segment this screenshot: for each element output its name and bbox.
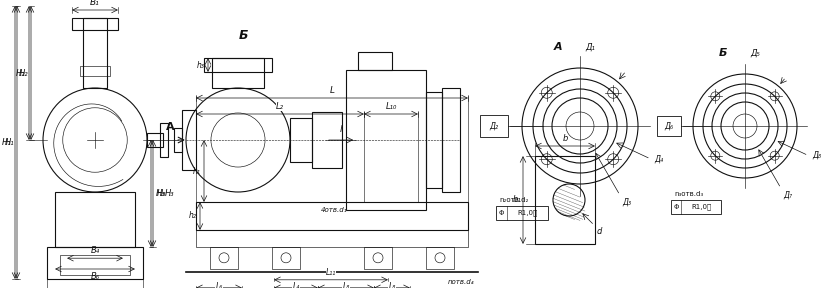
Bar (496, 206, 548, 220)
Bar (290, 118, 312, 162)
Bar (72, 18, 118, 30)
Text: n₂отв.d₂: n₂отв.d₂ (499, 197, 528, 203)
Bar (480, 115, 508, 137)
Text: Д₁: Д₁ (585, 43, 595, 52)
Text: L₈: L₈ (342, 282, 350, 288)
Bar (182, 110, 196, 170)
Text: L₆: L₆ (215, 282, 223, 288)
Bar (204, 58, 272, 72)
Text: L₁₁: L₁₁ (326, 268, 336, 277)
Text: H₃: H₃ (155, 189, 165, 198)
Text: R1,0Ⓜ: R1,0Ⓜ (518, 210, 538, 216)
Bar (671, 200, 721, 214)
Text: B₄: B₄ (91, 246, 100, 255)
Bar (535, 156, 595, 244)
Text: Б: Б (719, 48, 728, 58)
Bar (147, 133, 163, 147)
Text: А: А (166, 122, 174, 132)
Text: B₁: B₁ (90, 0, 100, 7)
Bar (80, 66, 110, 76)
Text: L₂: L₂ (276, 102, 284, 111)
Bar (47, 247, 143, 279)
Text: h₃: h₃ (197, 60, 205, 69)
Text: d: d (596, 228, 601, 236)
Text: 4отв.d₁: 4отв.d₁ (321, 207, 347, 213)
Bar (196, 202, 468, 230)
Text: Д₂: Д₂ (489, 122, 498, 130)
Text: Д₅: Д₅ (750, 49, 760, 58)
Bar (346, 70, 426, 210)
Bar (442, 88, 460, 192)
Text: H₃: H₃ (165, 189, 175, 198)
Text: b₁: b₁ (512, 196, 521, 204)
Bar (657, 116, 681, 136)
Text: Д₆: Д₆ (664, 122, 673, 130)
Text: Д₃: Д₃ (622, 197, 631, 206)
Bar (160, 123, 168, 157)
Bar (196, 230, 468, 247)
Bar (174, 128, 182, 152)
Text: Φ: Φ (673, 204, 679, 210)
Text: Б: Б (238, 29, 248, 42)
Bar (426, 92, 442, 188)
Bar (212, 58, 264, 88)
Text: B₆: B₆ (91, 272, 100, 281)
Text: h₂: h₂ (189, 211, 197, 221)
Text: n₃отв.d₃: n₃отв.d₃ (674, 191, 703, 197)
Bar (364, 247, 392, 269)
Bar (210, 247, 238, 269)
Bar (60, 255, 130, 275)
Bar (272, 247, 300, 269)
Text: b: b (563, 134, 568, 143)
Text: А: А (554, 42, 563, 52)
Text: Д₇: Д₇ (783, 190, 792, 199)
Text: L₁₀: L₁₀ (385, 102, 397, 111)
Text: Д₈: Д₈ (813, 151, 822, 160)
Text: L₈: L₈ (389, 282, 396, 288)
Text: l: l (340, 125, 342, 134)
Text: nотв.d₄: nотв.d₄ (448, 279, 474, 285)
Text: H₂: H₂ (16, 69, 25, 77)
Bar (426, 247, 454, 269)
Text: h₁: h₁ (193, 166, 201, 175)
Text: H₃: H₃ (157, 189, 167, 198)
Bar (312, 112, 342, 168)
Text: H₁: H₁ (2, 138, 11, 147)
Text: L₄: L₄ (292, 282, 299, 288)
Text: L: L (329, 86, 334, 95)
Text: Φ: Φ (499, 210, 504, 216)
Bar (83, 18, 107, 88)
Text: H₂: H₂ (18, 69, 28, 77)
Bar (55, 192, 135, 247)
Bar (358, 52, 392, 70)
Text: Д₄: Д₄ (655, 154, 663, 164)
Text: R1,0Ⓜ: R1,0Ⓜ (691, 204, 711, 210)
Text: H₁: H₁ (4, 138, 14, 147)
